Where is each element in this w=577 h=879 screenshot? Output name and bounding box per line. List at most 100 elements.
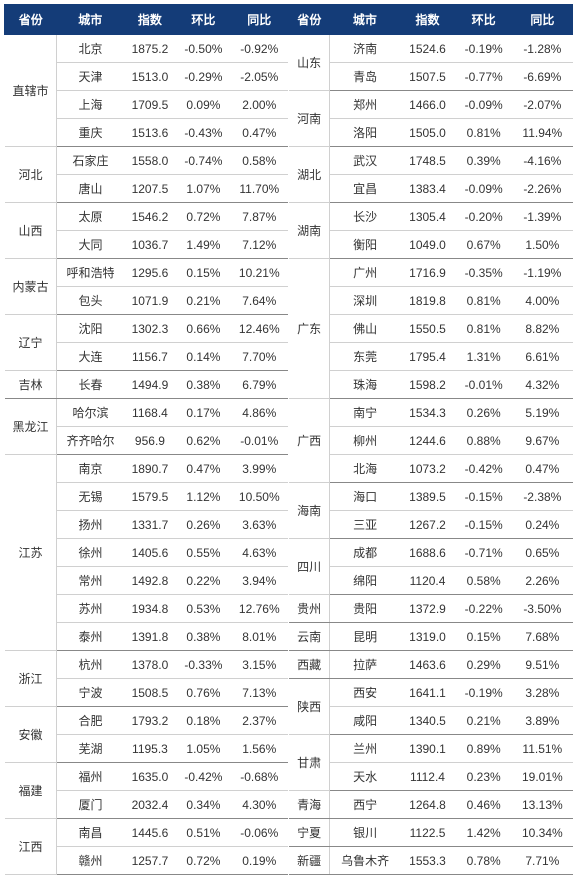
- province-cell: 辽宁: [5, 315, 57, 371]
- mom-cell: 0.47%: [176, 455, 230, 483]
- yoy-cell: 0.47%: [512, 455, 572, 483]
- yoy-cell: 19.01%: [512, 763, 572, 791]
- mom-cell: 0.21%: [176, 287, 230, 315]
- col-province: 省份: [289, 5, 330, 35]
- idx-cell: 1340.5: [400, 707, 455, 735]
- col-yoy: 同比: [512, 5, 572, 35]
- city-cell: 佛山: [330, 315, 400, 343]
- idx-cell: 1195.3: [124, 735, 177, 763]
- yoy-cell: 13.13%: [512, 791, 572, 819]
- yoy-cell: 7.87%: [231, 203, 288, 231]
- mom-cell: -0.74%: [176, 147, 230, 175]
- city-cell: 包头: [57, 287, 124, 315]
- right-table: 省份 城市 指数 环比 同比 山东济南1524.6-0.19%-1.28%青岛1…: [289, 4, 574, 875]
- city-cell: 北海: [330, 455, 400, 483]
- city-cell: 上海: [57, 91, 124, 119]
- dual-table: 省份 城市 指数 环比 同比 直辖市北京1875.2-0.50%-0.92%天津…: [4, 4, 573, 875]
- province-cell: 浙江: [5, 651, 57, 707]
- yoy-cell: 9.67%: [512, 427, 572, 455]
- yoy-cell: 2.00%: [231, 91, 288, 119]
- province-cell: 陕西: [289, 679, 330, 735]
- yoy-cell: 7.68%: [512, 623, 572, 651]
- idx-cell: 1168.4: [124, 399, 177, 427]
- city-cell: 昆明: [330, 623, 400, 651]
- city-cell: 兰州: [330, 735, 400, 763]
- province-cell: 江西: [5, 819, 57, 875]
- mom-cell: 0.34%: [176, 791, 230, 819]
- yoy-cell: 6.79%: [231, 371, 288, 399]
- mom-cell: 0.78%: [455, 847, 512, 875]
- mom-cell: -0.43%: [176, 119, 230, 147]
- mom-cell: 0.15%: [176, 259, 230, 287]
- city-cell: 天津: [57, 63, 124, 91]
- idx-cell: 1389.5: [400, 483, 455, 511]
- mom-cell: -0.71%: [455, 539, 512, 567]
- idx-cell: 1534.3: [400, 399, 455, 427]
- idx-cell: 1445.6: [124, 819, 177, 847]
- mom-cell: -0.42%: [455, 455, 512, 483]
- yoy-cell: 12.46%: [231, 315, 288, 343]
- yoy-cell: 10.34%: [512, 819, 572, 847]
- city-cell: 徐州: [57, 539, 124, 567]
- yoy-cell: 7.12%: [231, 231, 288, 259]
- idx-cell: 2032.4: [124, 791, 177, 819]
- idx-cell: 1558.0: [124, 147, 177, 175]
- table-row: 咸阳1340.50.21%3.89%: [289, 707, 573, 735]
- city-cell: 杭州: [57, 651, 124, 679]
- idx-cell: 1383.4: [400, 175, 455, 203]
- idx-cell: 1688.6: [400, 539, 455, 567]
- table-row: 云南昆明1319.00.15%7.68%: [289, 623, 573, 651]
- yoy-cell: 7.71%: [512, 847, 572, 875]
- table-row: 绵阳1120.40.58%2.26%: [289, 567, 573, 595]
- province-cell: 青海: [289, 791, 330, 819]
- mom-cell: 0.72%: [176, 847, 230, 875]
- mom-cell: 0.81%: [455, 287, 512, 315]
- table-row: 海南海口1389.5-0.15%-2.38%: [289, 483, 573, 511]
- mom-cell: -0.09%: [455, 91, 512, 119]
- city-cell: 海口: [330, 483, 400, 511]
- city-cell: 泰州: [57, 623, 124, 651]
- city-cell: 芜湖: [57, 735, 124, 763]
- table-row: 浙江杭州1378.0-0.33%3.15%: [5, 651, 289, 679]
- idx-cell: 1391.8: [124, 623, 177, 651]
- mom-cell: 0.58%: [455, 567, 512, 595]
- city-cell: 南京: [57, 455, 124, 483]
- mom-cell: -0.77%: [455, 63, 512, 91]
- yoy-cell: 3.89%: [512, 707, 572, 735]
- yoy-cell: 0.47%: [231, 119, 288, 147]
- mom-cell: 0.29%: [455, 651, 512, 679]
- idx-cell: 1492.8: [124, 567, 177, 595]
- province-cell: 江苏: [5, 455, 57, 651]
- idx-cell: 1331.7: [124, 511, 177, 539]
- province-cell: 宁夏: [289, 819, 330, 847]
- idx-cell: 1122.5: [400, 819, 455, 847]
- idx-cell: 1305.4: [400, 203, 455, 231]
- city-cell: 银川: [330, 819, 400, 847]
- province-cell: 山西: [5, 203, 57, 259]
- idx-cell: 1302.3: [124, 315, 177, 343]
- mom-cell: 0.55%: [176, 539, 230, 567]
- city-cell: 深圳: [330, 287, 400, 315]
- idx-cell: 1244.6: [400, 427, 455, 455]
- city-cell: 唐山: [57, 175, 124, 203]
- idx-cell: 1319.0: [400, 623, 455, 651]
- col-province: 省份: [5, 5, 57, 35]
- idx-cell: 1049.0: [400, 231, 455, 259]
- mom-cell: 0.18%: [176, 707, 230, 735]
- idx-cell: 1748.5: [400, 147, 455, 175]
- table-row: 佛山1550.50.81%8.82%: [289, 315, 573, 343]
- col-index: 指数: [124, 5, 177, 35]
- table-row: 北海1073.2-0.42%0.47%: [289, 455, 573, 483]
- province-cell: 甘肃: [289, 735, 330, 791]
- city-cell: 宜昌: [330, 175, 400, 203]
- city-cell: 济南: [330, 35, 400, 63]
- yoy-cell: -2.26%: [512, 175, 572, 203]
- mom-cell: 0.21%: [455, 707, 512, 735]
- table-row: 辽宁沈阳1302.30.66%12.46%: [5, 315, 289, 343]
- city-cell: 呼和浩特: [57, 259, 124, 287]
- table-row: 青海西宁1264.80.46%13.13%: [289, 791, 573, 819]
- mom-cell: 0.76%: [176, 679, 230, 707]
- province-cell: 西藏: [289, 651, 330, 679]
- idx-cell: 1505.0: [400, 119, 455, 147]
- mom-cell: -0.09%: [455, 175, 512, 203]
